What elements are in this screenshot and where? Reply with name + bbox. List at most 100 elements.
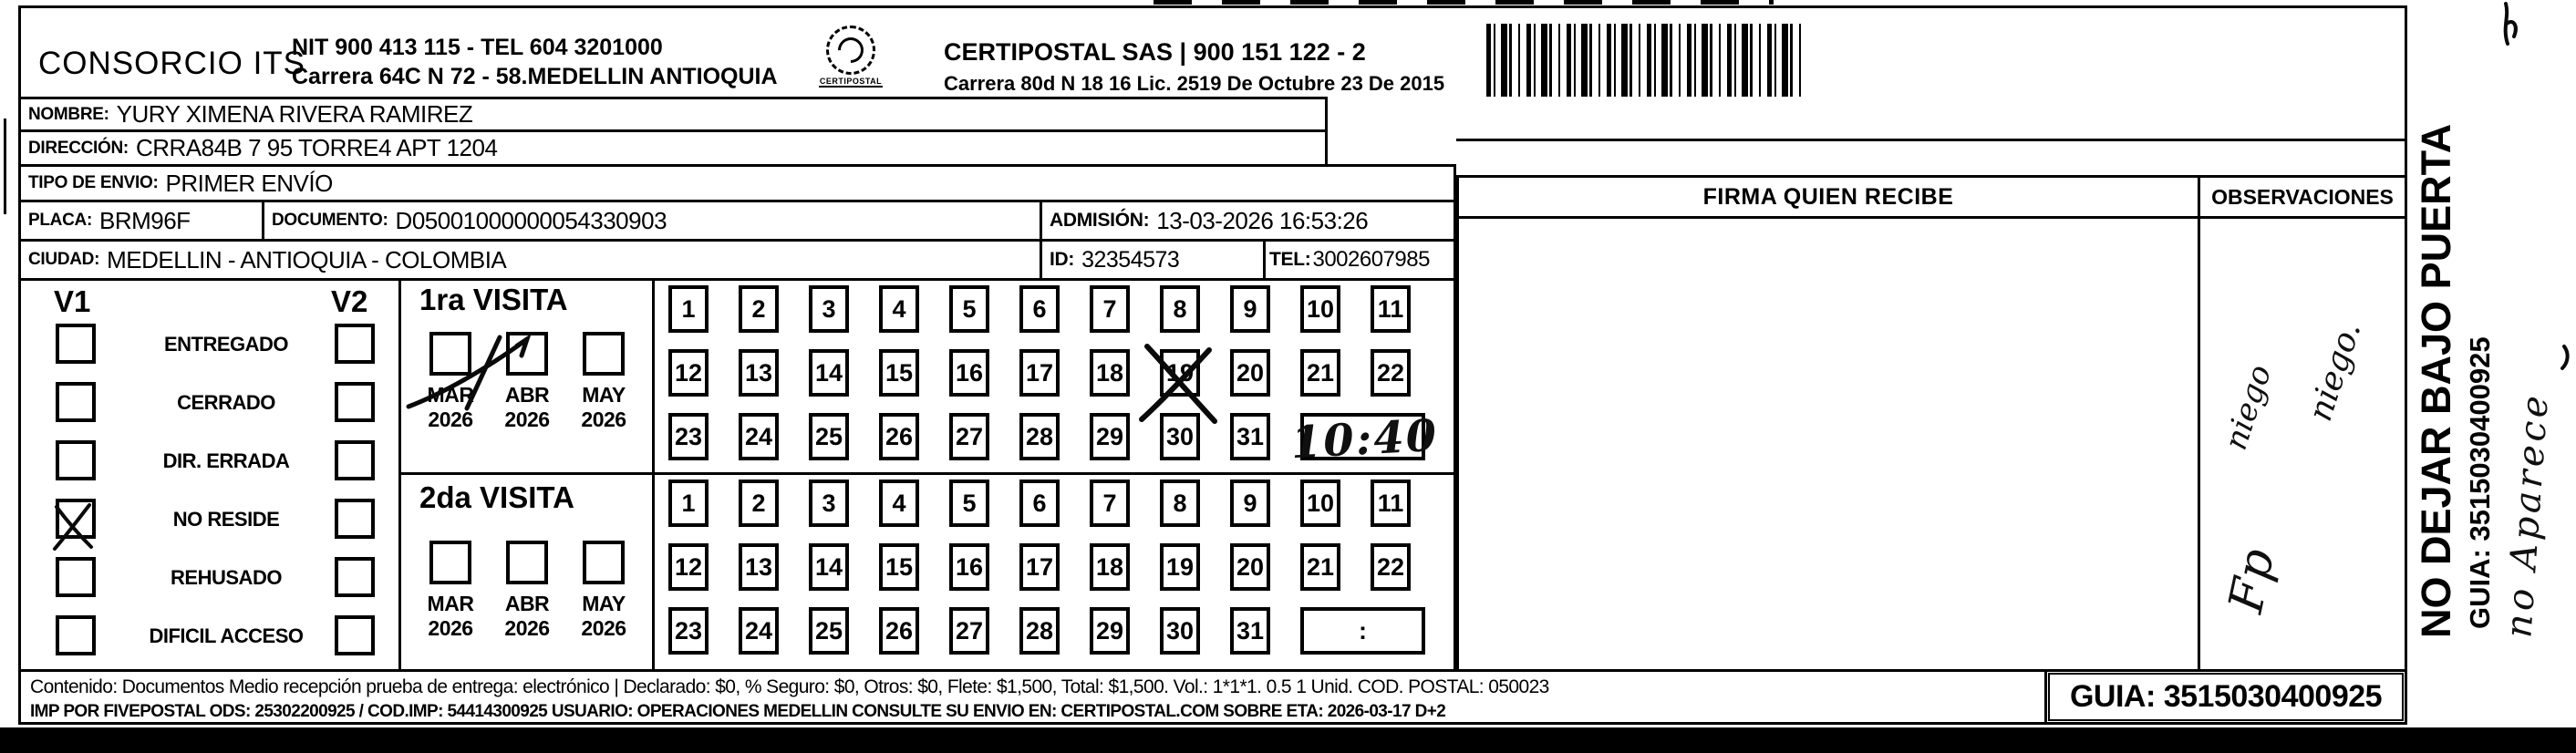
first-visit-day-29: 29 bbox=[1090, 413, 1130, 460]
footer-guia-value: GUIA: 3515030400925 bbox=[2069, 679, 2383, 714]
v1-checkbox-rehusado bbox=[56, 557, 96, 597]
ciudad-label: CIUDAD: bbox=[28, 250, 100, 269]
footer-content-cell: Contenido: Documentos Medio recepción pr… bbox=[18, 669, 2047, 725]
firma-obs-top-line bbox=[1456, 139, 2407, 141]
ciudad-value: MEDELLIN - ANTIOQUIA - COLOMBIA bbox=[107, 245, 507, 273]
first-visit-day-2: 2 bbox=[739, 285, 779, 333]
first-visit-day-31: 31 bbox=[1230, 413, 1270, 460]
v2-checkbox-entregado bbox=[335, 324, 375, 364]
certipostal-title-line: CERTIPOSTAL SAS | 900 151 122 - 2 bbox=[944, 38, 1366, 66]
v2-checkbox-rehusado bbox=[335, 557, 375, 597]
v1-column-header: V1 bbox=[54, 284, 91, 318]
second-visit-day-27: 27 bbox=[949, 607, 989, 655]
direccion-row: DIRECCIÓN: CRRA84B 7 95 TORRE4 APT 1204 bbox=[18, 129, 1328, 167]
tel-label: TEL: bbox=[1269, 249, 1311, 270]
status-check-rows: ENTREGADO CERRADO DIR. ERRADA NO RESIDE REHU… bbox=[21, 281, 398, 669]
documento-value: D05001000000054330903 bbox=[395, 206, 667, 234]
first-visit-time-cell bbox=[1300, 413, 1425, 460]
second-visit-day-8: 8 bbox=[1160, 480, 1200, 527]
documento-label: DOCUMENTO: bbox=[272, 211, 388, 230]
first-visit-month-mar: MAR 2026 bbox=[412, 332, 489, 432]
status-row-entregado: ENTREGADO bbox=[21, 324, 398, 366]
second-visit-day-12: 12 bbox=[668, 543, 709, 591]
observaciones-handwriting-word1: niego bbox=[2217, 360, 2280, 455]
first-visit-day-25: 25 bbox=[809, 413, 849, 460]
scan-artifact-left-line bbox=[4, 119, 6, 214]
certipostal-logo-caption: CERTIPOSTAL bbox=[819, 77, 883, 88]
month-grid-divider bbox=[652, 278, 655, 672]
second-visit-day-13: 13 bbox=[739, 543, 779, 591]
first-visit-time-handwritten: 10:40 bbox=[1289, 409, 1440, 469]
v1-checkbox-no-reside bbox=[56, 499, 96, 539]
second-visit-day-15: 15 bbox=[879, 543, 919, 591]
first-visit-day-19: 19 bbox=[1160, 349, 1200, 397]
id-label: ID: bbox=[1050, 249, 1075, 270]
admision-label: ADMISIÓN: bbox=[1050, 210, 1150, 231]
status-row-dir-errada: DIR. ERRADA bbox=[21, 440, 398, 482]
second-visit-day-18: 18 bbox=[1090, 543, 1130, 591]
status-row-dificil-acceso: DIFICIL ACCESO bbox=[21, 615, 398, 657]
second-visit-month-abr: ABR 2026 bbox=[489, 541, 565, 641]
second-visit-day-10: 10 bbox=[1300, 480, 1340, 527]
footer-line2: IMP POR FIVEPOSTAL ODS: 25302200925 / CO… bbox=[30, 702, 1446, 721]
second-visit-month-checkbox-abr bbox=[506, 541, 548, 584]
tipo-envio-row: TIPO DE ENVIO: PRIMER ENVÍO bbox=[18, 164, 1456, 202]
status-label-rehusado: REHUSADO bbox=[171, 566, 282, 589]
first-visit-day-17: 17 bbox=[1019, 349, 1060, 397]
second-visit-day-24: 24 bbox=[739, 607, 779, 655]
v1-checkbox-cerrado bbox=[56, 382, 96, 422]
v2-checkbox-dir-errada bbox=[335, 440, 375, 480]
company-address-line: Carrera 64C N 72 - 58.MEDELLIN ANTIOQUIA bbox=[292, 64, 778, 89]
admision-value: 13-03-2026 16:53:26 bbox=[1156, 206, 1369, 234]
observaciones-header-cell: OBSERVACIONES bbox=[2198, 175, 2407, 219]
first-visit-title: 1ra VISITA bbox=[419, 283, 568, 316]
firma-header-label: FIRMA QUIEN RECIBE bbox=[1702, 183, 1954, 210]
second-visit-day-20: 20 bbox=[1230, 543, 1270, 591]
placa-value: BRM96F bbox=[98, 206, 191, 234]
second-visit-month-may: MAY 2026 bbox=[565, 541, 642, 641]
first-visit-day-16: 16 bbox=[949, 349, 989, 397]
first-visit-month-year: 2026 bbox=[428, 407, 473, 431]
first-visit-month-label: MAR bbox=[427, 383, 474, 407]
status-label-dir-errada: DIR. ERRADA bbox=[162, 449, 290, 472]
nombre-row: NOMBRE: YURY XIMENA RIVERA RAMIREZ bbox=[18, 97, 1328, 132]
first-visit-day-18: 18 bbox=[1090, 349, 1130, 397]
company-nit-line: NIT 900 413 115 - TEL 604 3201000 bbox=[292, 35, 663, 60]
second-visit-day-31: 31 bbox=[1230, 607, 1270, 655]
tipo-envio-value: PRIMER ENVÍO bbox=[165, 169, 334, 197]
corner-pen-mark bbox=[2503, 2, 2518, 46]
second-visit-day-grid: 1 2 3 4 5 6 7 8 9 10 11 12 13 14 15 16 17 18 19 20 21 22 23 24 2… bbox=[652, 472, 1456, 672]
second-visit-day-19: 19 bbox=[1160, 543, 1200, 591]
status-label-entregado: ENTREGADO bbox=[163, 333, 289, 356]
side-pen-tick bbox=[2560, 345, 2570, 370]
placa-label: PLACA: bbox=[28, 211, 92, 230]
v2-column-header: V2 bbox=[331, 284, 368, 318]
barcode bbox=[1486, 24, 1807, 97]
footer-line1: Contenido: Documentos Medio recepción pr… bbox=[30, 676, 1549, 697]
v2-checkbox-no-reside bbox=[335, 499, 375, 539]
status-label-no-reside: NO RESIDE bbox=[172, 508, 280, 531]
second-visit-day-11: 11 bbox=[1371, 480, 1411, 527]
second-visit-month-label: MAY bbox=[582, 592, 626, 615]
first-visit-day-11: 11 bbox=[1371, 285, 1411, 333]
id-value: 32354573 bbox=[1081, 246, 1180, 273]
first-visit-day-9: 9 bbox=[1230, 285, 1270, 333]
direccion-label: DIRECCIÓN: bbox=[28, 138, 129, 158]
second-visit-month-checkbox-mar bbox=[429, 541, 471, 584]
tipo-envio-label: TIPO DE ENVIO: bbox=[28, 173, 159, 192]
admision-cell: ADMISIÓN: 13-03-2026 16:53:26 bbox=[1040, 200, 1456, 242]
form-header-band: CONSORCIO ITS NIT 900 413 115 - TEL 604 … bbox=[18, 5, 2407, 97]
v1-checkbox-dificil-acceso bbox=[56, 615, 96, 655]
second-visit-day-17: 17 bbox=[1019, 543, 1060, 591]
status-label-dificil-acceso: DIFICIL ACCESO bbox=[149, 624, 304, 647]
side-guia-text: GUIA: 3515030400925 bbox=[2464, 336, 2496, 629]
bottom-scan-bar bbox=[0, 727, 2576, 753]
company-contact-block: NIT 900 413 115 - TEL 604 3201000 Carrer… bbox=[292, 33, 778, 91]
status-row-rehusado: REHUSADO bbox=[21, 557, 398, 599]
footer-guia-cell: GUIA: 3515030400925 bbox=[2044, 669, 2407, 725]
v1-checkbox-entregado bbox=[56, 324, 96, 364]
observaciones-header-label: OBSERVACIONES bbox=[2211, 184, 2394, 209]
second-visit-day-29: 29 bbox=[1090, 607, 1130, 655]
ciudad-cell: CIUDAD: MEDELLIN - ANTIOQUIA - COLOMBIA bbox=[18, 239, 1042, 281]
